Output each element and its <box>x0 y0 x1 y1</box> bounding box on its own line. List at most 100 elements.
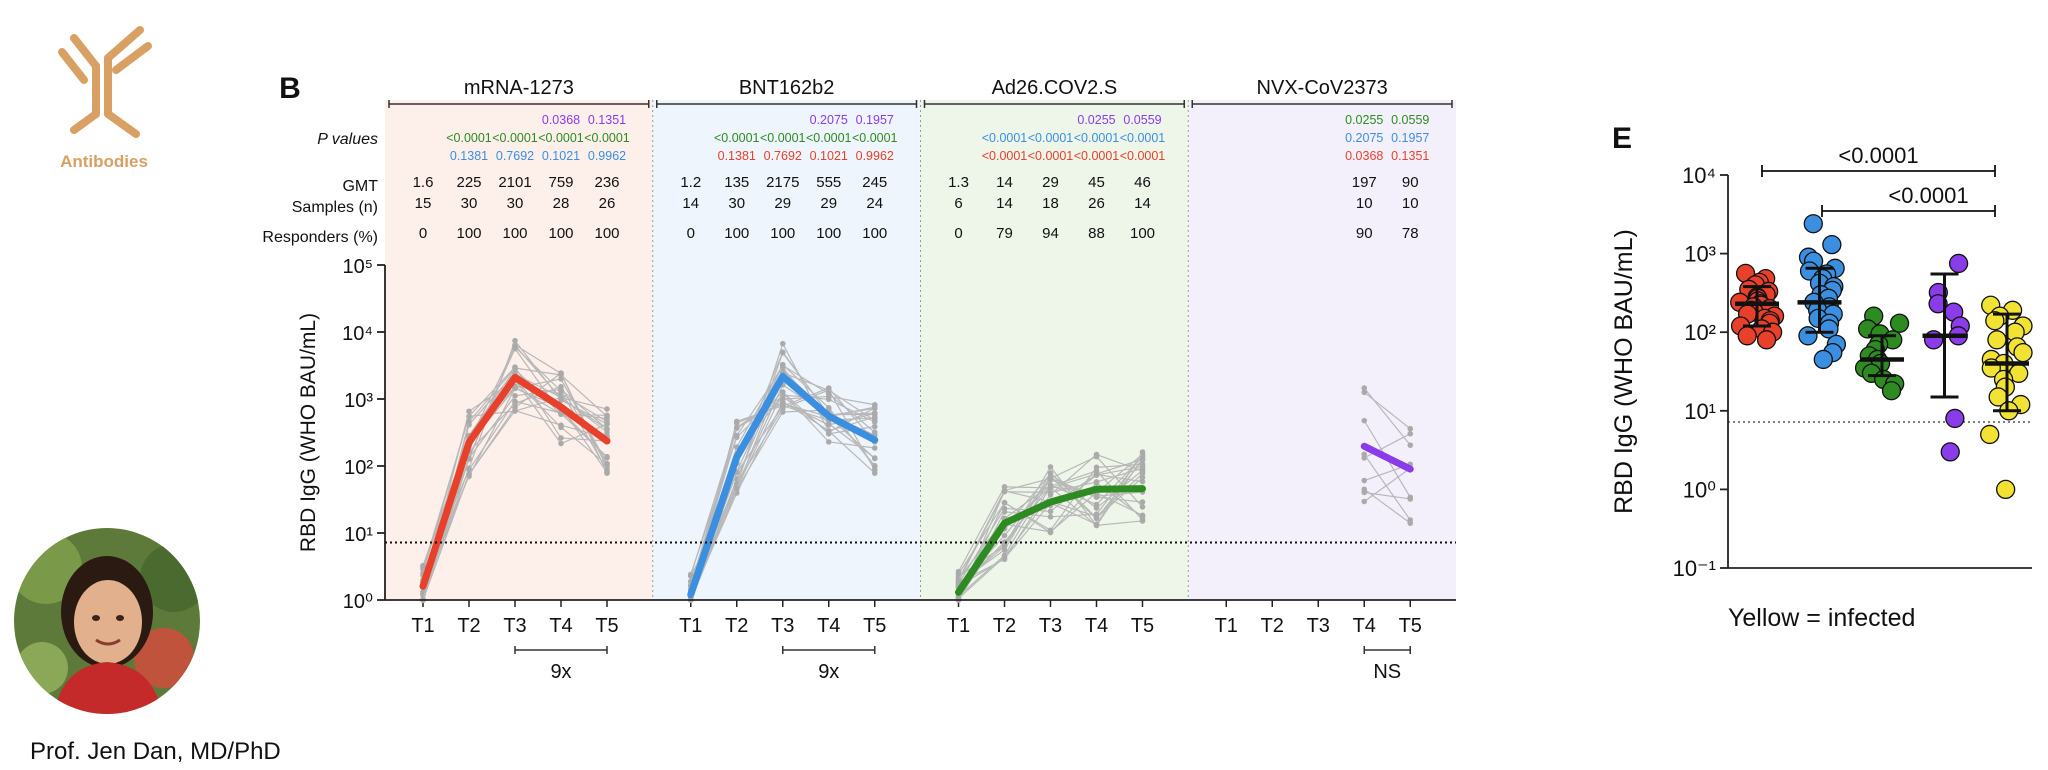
participant-point <box>733 432 740 439</box>
p-value: 0.1957 <box>1391 131 1429 145</box>
y-tick-label: 10² <box>344 457 373 479</box>
participant-point <box>604 406 610 412</box>
participant-point <box>687 572 694 579</box>
participant-point <box>1361 389 1368 396</box>
comparison-label: <0.0001 <box>1888 183 1968 208</box>
responders-value: 78 <box>1402 225 1419 242</box>
participant-point <box>733 424 740 431</box>
participant-point <box>1139 468 1146 475</box>
participant-point <box>558 422 564 428</box>
participant-point <box>825 390 832 397</box>
participant-point <box>1001 499 1008 506</box>
participant-point <box>512 393 518 399</box>
participant-point <box>871 455 878 461</box>
participant-point <box>1361 489 1368 496</box>
gmt-value: 555 <box>816 174 841 191</box>
participant-point <box>604 461 610 467</box>
participant-point <box>825 439 832 445</box>
scatter-point <box>1928 294 1948 314</box>
group-title: mRNA-1273 <box>464 77 574 99</box>
participant-point <box>1047 514 1054 520</box>
y-tick-label-e: 10¹ <box>1684 399 1716 424</box>
row-label-samples: Samples (n) <box>292 199 378 216</box>
participant-line <box>1363 488 1411 524</box>
participant-point <box>871 401 878 408</box>
scatter-point <box>2013 342 2033 363</box>
participant-point <box>779 362 786 369</box>
y-tick-label-e: 10² <box>1684 320 1716 345</box>
avatar <box>14 528 200 714</box>
participant-point <box>558 397 564 403</box>
responders-value: 100 <box>548 225 573 242</box>
x-tick-label: T2 <box>725 615 748 637</box>
participant-point <box>1361 477 1368 484</box>
p-value: <0.0001 <box>1028 149 1074 163</box>
participant-point <box>871 464 878 470</box>
gmt-value: 1.3 <box>948 174 969 191</box>
participant-point <box>825 430 832 437</box>
participant-point <box>779 340 786 347</box>
p-value: 0.0368 <box>1345 149 1383 163</box>
participant-point <box>955 578 962 585</box>
participant-point <box>1361 417 1368 424</box>
y-tick-label-e: 10³ <box>1684 242 1716 267</box>
p-value: 0.1381 <box>450 149 488 163</box>
panel-label-b: B <box>279 72 301 105</box>
participant-point <box>779 349 786 355</box>
participant-point <box>1139 499 1146 505</box>
scatter-point <box>1737 326 1757 346</box>
y-axis-label-e: RBD IgG (WHO BAU/mL) <box>1610 229 1638 514</box>
p-value: 0.1021 <box>542 149 580 163</box>
sample-count: 10 <box>1356 195 1373 212</box>
participant-point <box>1047 529 1054 536</box>
gmt-value: 2101 <box>498 174 531 191</box>
participant-point <box>512 385 518 391</box>
participant-point <box>1001 505 1008 512</box>
participant-point <box>1047 470 1054 477</box>
scatter-point <box>1881 381 1902 401</box>
fold-change-label: 9x <box>550 661 571 683</box>
comparison-label: <0.0001 <box>1838 143 1918 168</box>
participant-point <box>779 403 786 410</box>
scatter-point <box>1756 330 1777 350</box>
sample-count: 26 <box>1088 195 1105 212</box>
y-tick-label: 10⁵ <box>342 256 373 278</box>
sample-count: 30 <box>507 195 524 212</box>
participant-point <box>1361 451 1368 458</box>
scatter-point <box>1923 330 1944 350</box>
scatter-point <box>1945 408 1965 429</box>
participant-point <box>779 396 786 402</box>
responders-value: 0 <box>687 225 695 242</box>
participant-point <box>733 485 740 492</box>
participant-point <box>1047 464 1054 470</box>
gmt-value: 90 <box>1402 174 1419 191</box>
participant-point <box>466 418 472 425</box>
participant-point <box>871 410 878 416</box>
scatter-point <box>1803 214 1823 234</box>
gmt-value: 14 <box>996 174 1013 191</box>
scatter-point <box>1813 349 1833 370</box>
participant-point <box>466 471 472 477</box>
panel-label-e: E <box>1612 122 1632 155</box>
scatter-point <box>1798 326 1818 346</box>
responders-value: 100 <box>862 225 887 242</box>
participant-line <box>1363 387 1411 446</box>
participant-point <box>871 429 878 436</box>
participant-point <box>1407 442 1414 448</box>
sample-count: 24 <box>866 195 883 212</box>
p-value: <0.0001 <box>852 131 898 145</box>
scatter-point <box>1822 234 1842 255</box>
gmt-value: 197 <box>1352 174 1377 191</box>
gmt-value: 46 <box>1134 174 1151 191</box>
participant-point <box>1361 385 1368 391</box>
p-value: 0.1957 <box>856 113 894 127</box>
p-value: <0.0001 <box>584 131 630 145</box>
gmt-value: 1.2 <box>680 174 701 191</box>
scatter-point <box>1996 479 2016 500</box>
sample-count: 14 <box>1134 195 1151 212</box>
p-value: <0.0001 <box>1074 149 1120 163</box>
x-tick-label: T4 <box>549 615 572 637</box>
scatter-point <box>1980 424 2000 445</box>
x-tick-label: T1 <box>679 615 702 637</box>
p-value: <0.0001 <box>1028 131 1074 145</box>
